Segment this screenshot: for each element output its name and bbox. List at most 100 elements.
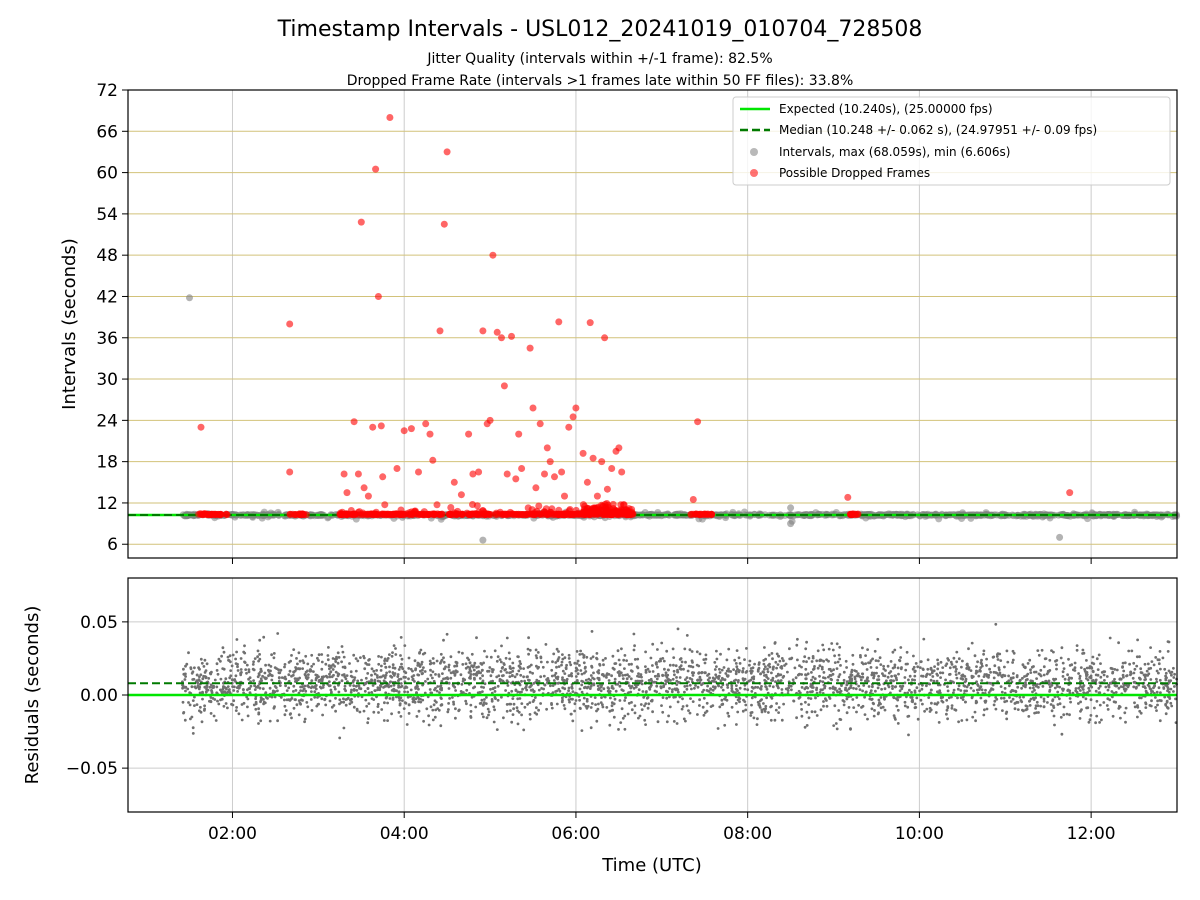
residual-point — [546, 660, 549, 664]
residual-point — [1052, 704, 1055, 708]
residual-point — [337, 690, 341, 694]
residual-point — [1060, 646, 1064, 650]
residual-point — [539, 702, 542, 705]
residual-point — [299, 689, 302, 692]
residual-point — [1042, 665, 1046, 669]
residual-point — [771, 667, 775, 671]
residual-point — [863, 695, 866, 699]
residual-point — [810, 660, 814, 663]
residual-point — [581, 652, 584, 656]
residual-point — [818, 674, 821, 678]
residual-point — [1173, 685, 1176, 688]
residual-point — [738, 697, 742, 700]
dropped-frame-point — [372, 165, 380, 173]
dropped-frame-point — [372, 508, 380, 516]
residual-point — [944, 664, 948, 667]
residual-point — [891, 650, 895, 654]
residual-point — [664, 679, 667, 683]
residual-point — [1029, 697, 1033, 701]
residual-point — [424, 680, 427, 683]
residual-point — [314, 687, 318, 691]
residual-point — [392, 672, 395, 676]
residual-point — [402, 707, 406, 710]
residual-point — [855, 710, 858, 714]
residual-point — [378, 686, 382, 690]
residual-point — [999, 685, 1003, 688]
residual-point — [1134, 686, 1138, 690]
residual-point — [229, 660, 232, 664]
residual-point — [367, 691, 371, 695]
residual-point — [702, 713, 706, 717]
residual-point — [837, 653, 841, 657]
residual-point — [914, 662, 918, 665]
residual-point — [898, 684, 902, 688]
residual-point — [730, 686, 734, 690]
residual-point — [782, 702, 785, 706]
residual-point — [509, 709, 512, 712]
interval-point — [741, 508, 748, 516]
dropped-frame-point — [377, 422, 385, 430]
top-ytick-label: 30 — [96, 370, 118, 390]
residual-point — [439, 696, 443, 700]
residual-point — [756, 717, 759, 721]
residual-point — [409, 688, 413, 692]
residual-point — [370, 691, 374, 694]
residual-point — [800, 714, 804, 718]
residual-point — [520, 713, 523, 717]
residual-point — [239, 668, 243, 671]
residual-point — [1108, 698, 1112, 702]
residual-point — [331, 657, 335, 660]
residual-point — [199, 657, 203, 661]
dropped-frame-point — [620, 501, 627, 509]
residual-point — [803, 655, 807, 659]
top-ytick-label: 72 — [96, 81, 118, 101]
residual-point — [406, 695, 410, 699]
residual-point — [704, 671, 707, 675]
residual-point — [344, 677, 348, 681]
residual-point — [1047, 682, 1051, 685]
residual-point — [257, 722, 260, 725]
residual-point — [498, 658, 502, 661]
residual-point — [270, 653, 273, 657]
dropped-frame-point — [286, 320, 294, 328]
residual-point — [891, 684, 894, 688]
residual-point — [833, 704, 837, 708]
residual-point — [893, 716, 897, 720]
residual-point — [454, 689, 457, 692]
residual-point — [226, 685, 230, 688]
residual-point — [434, 673, 437, 676]
residual-point — [623, 673, 627, 677]
dropped-frame-point — [475, 508, 483, 516]
residual-point — [468, 661, 472, 664]
residual-point — [626, 673, 629, 677]
residual-point — [918, 689, 921, 693]
residual-point — [389, 680, 392, 684]
residual-point — [530, 683, 533, 687]
residual-point — [314, 673, 318, 677]
residual-point — [385, 671, 388, 675]
residual-point — [1055, 663, 1058, 667]
dropped-frame-point — [369, 423, 377, 431]
residual-point — [957, 720, 960, 724]
residual-point — [605, 706, 609, 709]
residual-point — [683, 690, 686, 694]
residual-point — [810, 690, 814, 694]
dropped-frame-point — [340, 470, 348, 478]
residual-point — [866, 679, 870, 683]
dropped-frame-point — [457, 491, 465, 499]
dropped-frame-point — [450, 509, 458, 517]
residual-point — [1024, 683, 1028, 687]
residual-point — [589, 674, 593, 677]
residual-point — [1145, 669, 1149, 673]
residual-point — [640, 682, 644, 686]
residual-point — [723, 678, 727, 682]
residual-point — [609, 696, 612, 700]
residual-point — [644, 668, 648, 672]
residual-point — [262, 635, 266, 639]
residual-point — [276, 632, 280, 635]
residual-point — [780, 691, 784, 695]
residual-point — [878, 702, 881, 706]
residual-point — [230, 702, 233, 706]
residual-point — [601, 673, 605, 676]
residual-point — [668, 663, 672, 667]
